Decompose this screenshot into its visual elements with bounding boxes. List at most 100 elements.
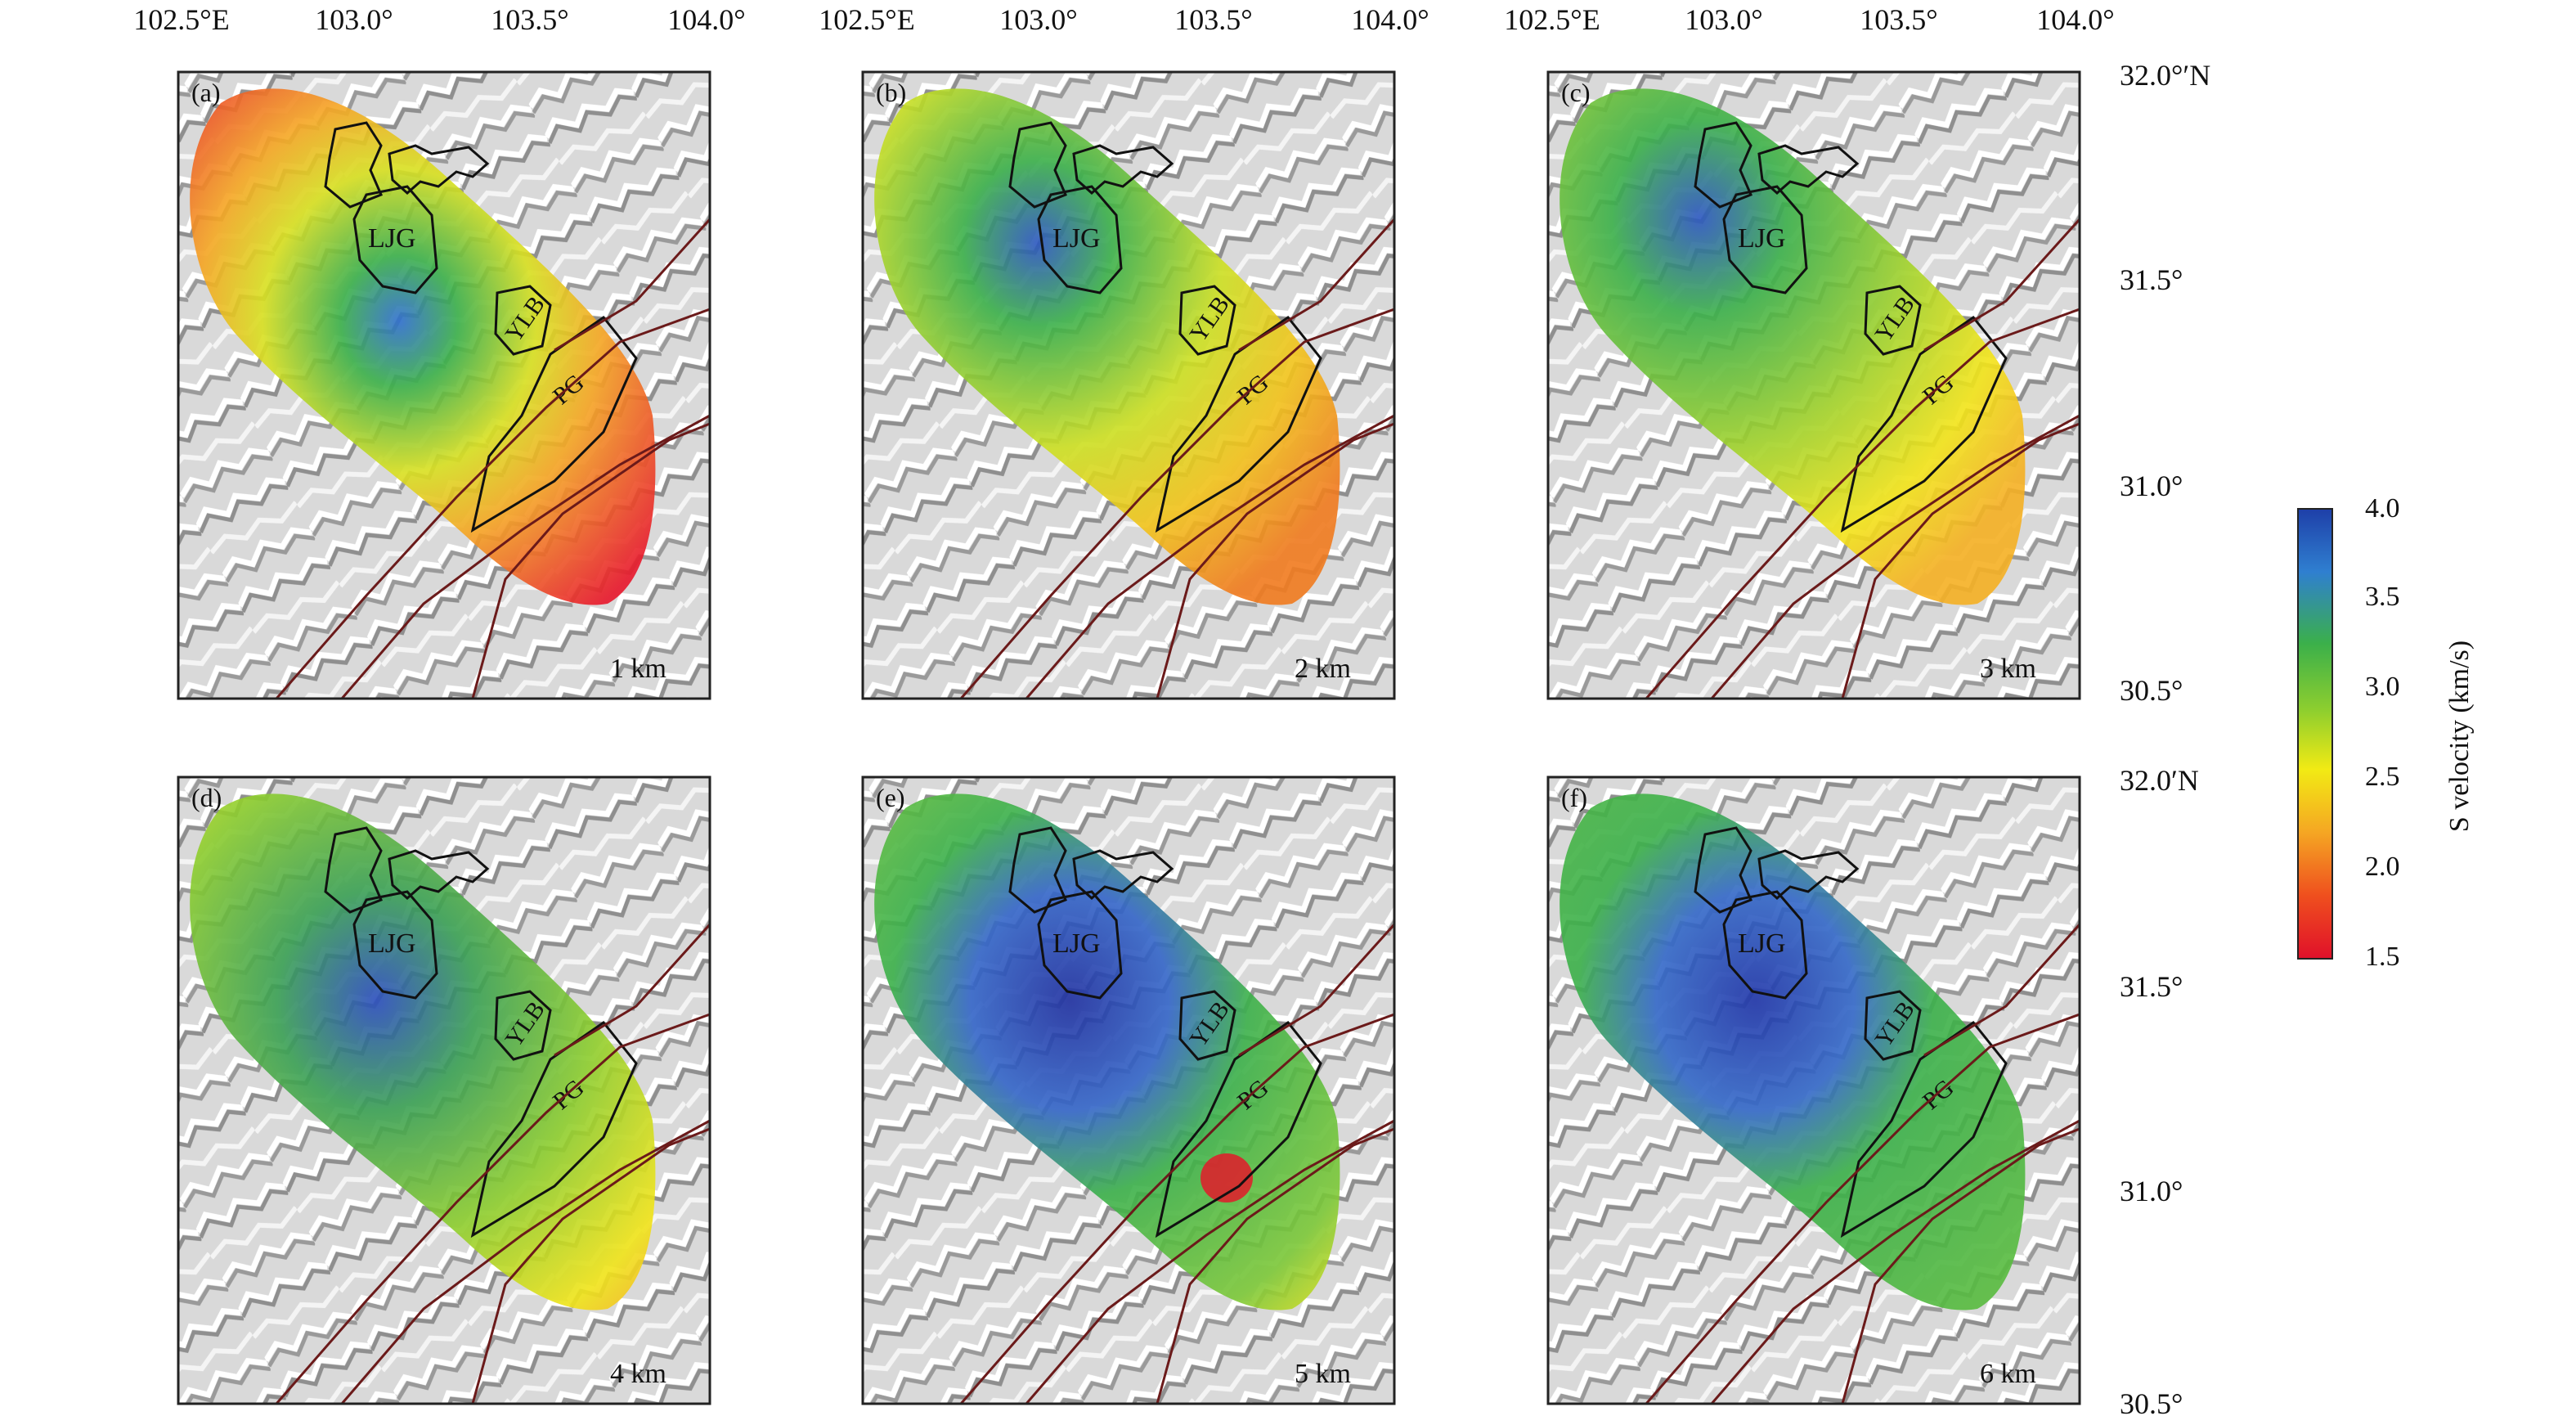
- colorbar-tick: 2.0: [2365, 852, 2400, 882]
- lon-label: 102.5°E: [1504, 3, 1600, 36]
- lat-label: 31.0°: [2120, 1175, 2183, 1207]
- panel-frame: [1546, 70, 2081, 700]
- region-boundary-pg: [1155, 315, 1322, 533]
- lon-label: 103.5°: [1174, 3, 1252, 36]
- region-boundary-pg: [470, 1020, 638, 1238]
- fault-line: [275, 1013, 711, 1405]
- fault-line: [1025, 1119, 1395, 1405]
- map-panel-e: LJG YLB PG (e) 5 km: [861, 775, 1396, 1405]
- velocity-field: [1560, 793, 2026, 1310]
- colorbar-tick: 3.0: [2365, 672, 2400, 702]
- lon-label: 103.0°: [999, 3, 1077, 36]
- region-boundary-ylb: [1864, 285, 1922, 356]
- fault-line: [1841, 422, 2080, 699]
- fault-line: [554, 923, 711, 1057]
- longitude-labels-group-1: 102.5°E 103.0° 103.5° 104.0°: [133, 3, 745, 36]
- region-boundary-ljg: [1037, 890, 1123, 1000]
- region-label-ljg: LJG: [368, 928, 416, 959]
- velocity-field: [190, 88, 656, 605]
- lon-label: 103.5°: [1860, 3, 1937, 36]
- fault-line: [471, 1127, 711, 1405]
- city-boundary-1: [324, 826, 383, 914]
- city-boundary-1: [1694, 121, 1752, 209]
- depth-label-e: 5 km: [1295, 1359, 1351, 1389]
- region-boundary-pg: [1155, 1020, 1322, 1238]
- panel-label-f: (f): [1561, 783, 1587, 812]
- lon-label: 104.0°: [2036, 3, 2114, 36]
- region-boundary-ylb: [1178, 990, 1236, 1061]
- colorbar-title: S velocity (km/s): [2444, 641, 2475, 832]
- city-boundary-2: [1072, 144, 1174, 195]
- map-panel-c: LJG YLB PG (c) 3 km: [1546, 70, 2081, 700]
- fault-line: [1923, 218, 2081, 352]
- colorbar-scale: [2297, 508, 2333, 960]
- panel-label-e: (e): [876, 783, 905, 812]
- colorbar: 4.0 3.5 3.0 2.5 2.0 1.5 S velocity (km/s…: [2297, 493, 2475, 972]
- panel-frame: [1546, 775, 2081, 1405]
- lon-label: 102.5°E: [819, 3, 914, 36]
- velocity-field: [1560, 88, 2026, 605]
- region-boundary-ylb: [1864, 990, 1922, 1061]
- velocity-field: [874, 88, 1340, 605]
- colorbar-tick: 1.5: [2365, 942, 2400, 972]
- panel-label-b: (b): [876, 78, 906, 107]
- fault-line: [1841, 1127, 2080, 1405]
- region-boundary-ylb: [494, 990, 552, 1061]
- region-label-ljg: LJG: [1738, 928, 1786, 959]
- map-panel-a: LJG YLB PG (a) 1 km: [177, 70, 711, 700]
- lat-label: 32.0°′N: [2120, 59, 2210, 92]
- region-label-ljg: LJG: [1052, 223, 1101, 254]
- depth-label-c: 3 km: [1980, 654, 2036, 684]
- city-boundary-2: [388, 849, 490, 900]
- longitude-labels-group-2: 102.5°E 103.0° 103.5° 104.0°: [819, 3, 1429, 36]
- panel-label-d: (d): [191, 783, 222, 812]
- panel-frame: [861, 775, 1396, 1405]
- low-velocity-anomaly: [1200, 1153, 1253, 1202]
- panel-frame: [861, 70, 1396, 700]
- colorbar-tick: 4.0: [2365, 493, 2400, 524]
- fault-line: [959, 1013, 1395, 1405]
- depth-label-b: 2 km: [1295, 654, 1351, 684]
- region-boundary-pg: [1840, 1020, 2008, 1238]
- fault-line: [1238, 923, 1396, 1057]
- map-panel-f: LJG YLB PG (f) 6 km: [1546, 775, 2081, 1405]
- fault-line: [1156, 1127, 1395, 1405]
- fault-line: [1710, 1119, 2080, 1405]
- region-boundary-ljg: [352, 890, 438, 1000]
- region-boundary-pg: [1840, 315, 2008, 533]
- region-label-ljg: LJG: [368, 223, 416, 254]
- fault-line: [340, 414, 711, 699]
- region-label-ljg: LJG: [1738, 223, 1786, 254]
- lon-label: 104.0°: [1351, 3, 1429, 36]
- region-boundary-ljg: [352, 185, 438, 294]
- panel-label-c: (c): [1561, 78, 1591, 107]
- fault-line: [275, 308, 711, 699]
- lat-label: 30.5°: [2120, 674, 2183, 707]
- fault-line: [1710, 414, 2080, 699]
- colorbar-tick: 3.5: [2365, 582, 2400, 612]
- panel-frame: [177, 70, 711, 700]
- lat-label: 31.5°: [2120, 263, 2183, 296]
- depth-label-a: 1 km: [610, 654, 666, 684]
- city-boundary-2: [1757, 144, 1860, 195]
- region-boundary-ljg: [1722, 185, 1808, 294]
- depth-label-f: 6 km: [1980, 1359, 2036, 1389]
- city-boundary-2: [1072, 849, 1174, 900]
- fault-line: [1156, 422, 1395, 699]
- fault-line: [1025, 414, 1395, 699]
- city-boundary-2: [1757, 849, 1860, 900]
- map-panel-d: LJG YLB PG (d) 4 km: [177, 775, 711, 1405]
- city-boundary-1: [1694, 826, 1752, 914]
- map-panel-b: LJG YLB PG (b) 2 km: [861, 70, 1396, 700]
- depth-label-d: 4 km: [610, 1359, 666, 1389]
- lat-label: 32.0′N: [2120, 764, 2199, 797]
- panel-label-a: (a): [191, 78, 221, 107]
- fault-line: [959, 308, 1395, 699]
- fault-line: [1645, 308, 2080, 699]
- fault-line: [1238, 218, 1396, 352]
- region-boundary-ljg: [1722, 890, 1808, 1000]
- fault-line: [340, 1119, 711, 1405]
- fault-line: [1645, 1013, 2080, 1405]
- longitude-labels-group-3: 102.5°E 103.0° 103.5° 104.0°: [1504, 3, 2114, 36]
